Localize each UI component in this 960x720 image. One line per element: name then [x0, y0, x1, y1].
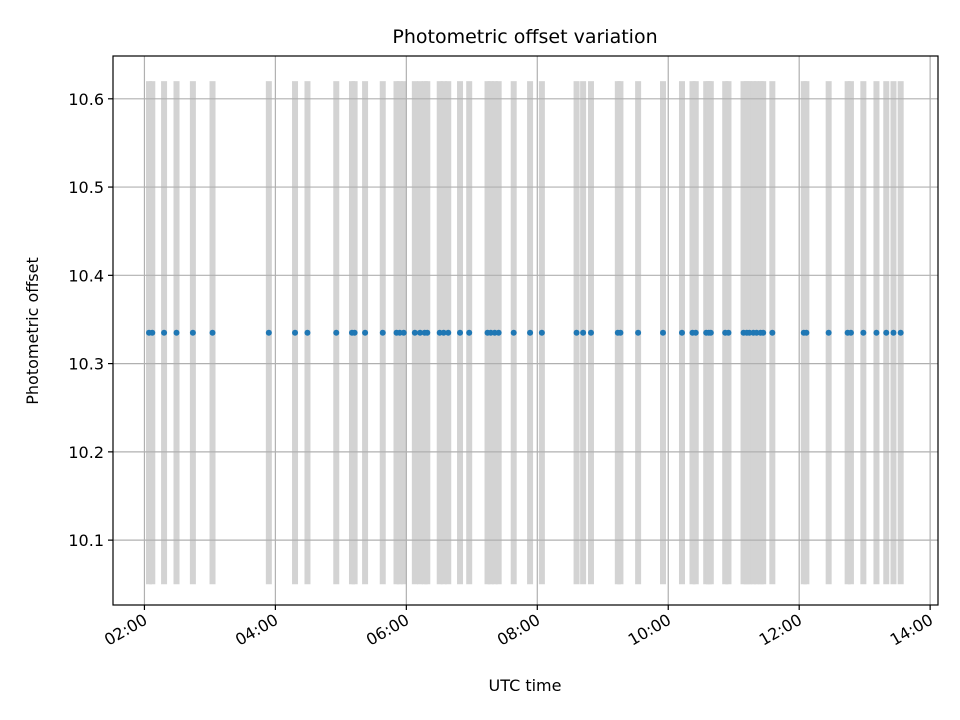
data-point: [440, 329, 447, 336]
data-point: [825, 329, 832, 336]
data-point: [466, 329, 473, 336]
y-tick-label: 10.3: [68, 355, 104, 374]
data-point: [161, 329, 168, 336]
y-tick-label: 10.2: [68, 443, 104, 462]
data-points: [146, 329, 904, 336]
data-point: [189, 329, 196, 336]
data-point: [847, 329, 854, 336]
data-point: [769, 329, 776, 336]
data-point: [897, 329, 904, 336]
data-point: [400, 329, 407, 336]
data-point: [304, 329, 311, 336]
data-point: [173, 329, 180, 336]
data-point: [379, 329, 386, 336]
y-axis-ticks: 10.1 10.2 10.3 10.4 10.5 10.6: [68, 90, 113, 550]
data-point: [860, 329, 867, 336]
data-point: [510, 329, 517, 336]
data-point: [538, 329, 545, 336]
data-point: [417, 329, 424, 336]
data-point: [573, 329, 580, 336]
data-point: [149, 329, 156, 336]
data-point: [457, 329, 464, 336]
data-point: [678, 329, 685, 336]
data-point: [725, 329, 732, 336]
data-point: [890, 329, 897, 336]
data-point: [495, 329, 502, 336]
x-axis-title: UTC time: [489, 676, 562, 695]
data-point: [660, 329, 666, 336]
plot-frame: [112, 55, 939, 606]
chart-title: Photometric offset variation: [392, 26, 657, 48]
data-point: [580, 329, 587, 336]
data-point: [587, 329, 594, 336]
data-point: [424, 329, 431, 336]
data-point: [803, 329, 810, 336]
data-point: [760, 329, 767, 336]
grid-lines: [113, 56, 938, 605]
data-point: [707, 329, 714, 336]
data-point: [292, 329, 299, 336]
data-point: [265, 329, 272, 336]
data-point: [873, 329, 880, 336]
data-point: [527, 329, 534, 336]
data-point: [617, 329, 624, 336]
y-tick-label: 10.4: [68, 266, 104, 285]
data-point: [883, 329, 890, 336]
data-point: [362, 329, 369, 336]
y-tick-label: 10.5: [68, 178, 104, 197]
y-axis-title: Photometric offset: [23, 257, 42, 405]
data-point: [333, 329, 340, 336]
data-point: [411, 329, 418, 336]
data-point: [209, 329, 216, 336]
y-tick-label: 10.1: [68, 531, 104, 550]
data-point: [445, 329, 452, 336]
data-point: [635, 329, 642, 336]
data-point: [351, 329, 358, 336]
data-point: [692, 329, 699, 336]
y-tick-label: 10.6: [68, 90, 104, 109]
